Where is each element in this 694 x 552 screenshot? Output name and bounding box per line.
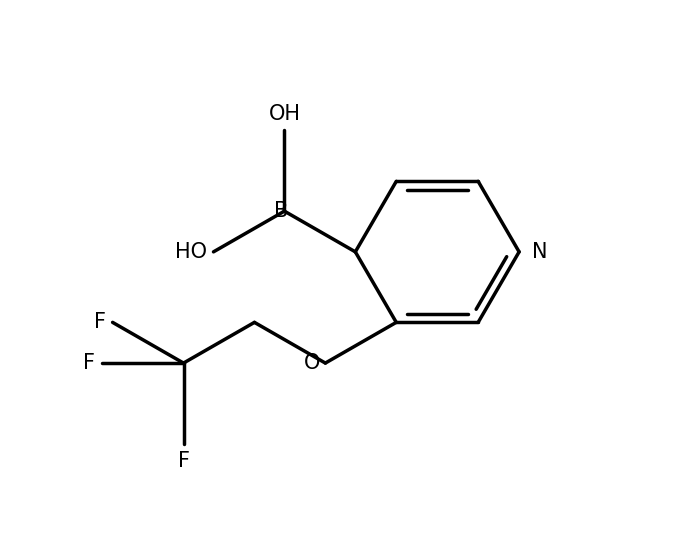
Text: B: B [274,201,288,221]
Text: N: N [532,242,547,262]
Text: F: F [178,452,189,471]
Text: F: F [94,312,105,332]
Text: F: F [83,353,94,373]
Text: O: O [303,353,320,373]
Text: OH: OH [269,104,301,124]
Text: HO: HO [175,242,207,262]
